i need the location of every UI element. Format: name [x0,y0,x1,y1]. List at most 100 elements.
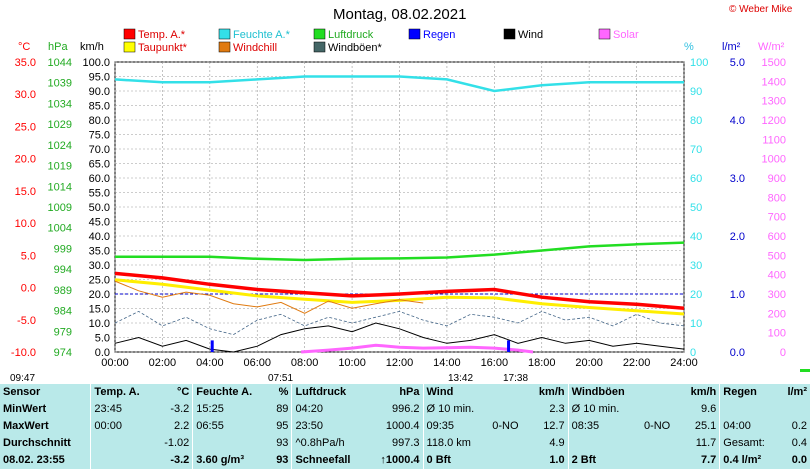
stats-cell: Gesamt: [719,435,779,452]
temp-tick-label: -5.0 [17,315,36,327]
stats-cell: 25.1 [694,420,717,432]
stats-cell: 997.3 [391,437,420,449]
stats-cell: 118.0 km [422,435,490,452]
header-rain-unit: l/m² [787,386,807,398]
series-line-tempa [114,271,685,310]
solar-tick-label: 900 [768,173,786,185]
series-line-windben [114,310,685,336]
stats-current-row: 08.02. 23:55 -3.2 3.60 g/m³ 93 Schneefall ↑10… [0,452,810,469]
humidity-tick-label: 60 [690,173,702,185]
pressure-tick-label: 1034 [48,98,72,110]
pressure-tick-label: 1019 [48,161,72,173]
stats-cell [489,401,528,418]
series-line-feuchtea [114,75,684,93]
stats-cell: 1000.4 [385,420,420,432]
x-tick-label: 10:00 [338,357,366,369]
stats-cell: 996.2 [391,403,420,415]
solar-tick-label: 800 [768,192,786,204]
wind-tick-label: 15.0 [89,304,110,316]
x-tick-label: 24:00 [670,357,698,369]
stats-cell: Durchschnitt [3,437,71,449]
wind-tick-label: 85.0 [89,101,110,113]
solar-tick-label: 200 [768,308,786,320]
temp-tick-label: 5.0 [21,250,36,262]
header-gusts: Windböen [567,384,641,401]
rain-tick-label: 4.0 [730,115,745,127]
rain-bar [210,340,214,352]
x-tick-label: 12:00 [386,357,414,369]
wind-tick-label: 100.0 [82,57,110,69]
stats-cell: ^0.8hPa/h [291,435,368,452]
header-humidity: Feuchte A. [192,384,270,401]
wind-tick-label: 45.0 [89,217,110,229]
stats-cell: MaxWert [3,420,49,432]
stats-cell: 09:35 [422,418,490,435]
stats-cell: 9.6 [700,403,717,415]
stats-cell [90,452,155,469]
pressure-tick-label: 1024 [48,140,72,152]
humidity-unit-label: % [684,41,694,53]
stats-cell: 1.0 [549,454,565,466]
stats-cell: 0.2 [791,420,807,432]
wind-tick-label: 65.0 [89,159,110,171]
stats-cell: 0-NO [492,420,519,432]
stats-cell: 11.7 [695,437,717,449]
stats-max-row: MaxWert 00:00 2.2 06:55 95 23:50 1000.4 09:35 0-… [0,418,810,435]
stats-avg-row: Durchschnitt -1.02 93 ^0.8hPa/h 997.3 118.0 k… [0,435,810,452]
x-tick-label: 06:00 [243,357,271,369]
stats-cell: 0 Bft [422,452,490,469]
stats-cell: 04:20 [291,401,368,418]
pressure-tick-label: 974 [54,347,72,359]
stats-cell [641,452,680,469]
legend-label: Taupunkt* [138,42,188,54]
stats-cell: 0.4 [791,437,807,449]
weather-chart: 00:00 02:00 04:00 06:00 08:00 10:00 12:00 14:00… [11,28,810,372]
stats-cell [90,435,155,452]
rain-tick-label: 1.0 [730,289,745,301]
copyright-link[interactable]: © Weber Mike [729,4,793,15]
legend-label: Windböen* [328,42,383,54]
stats-cell: 15:25 [192,401,270,418]
wind-tick-label: 35.0 [89,246,110,258]
legend-label: Wind [518,29,543,41]
stats-cell: 2 Bft [567,452,641,469]
stats-cell: -3.2 [170,454,190,466]
header-pressure-unit: hPa [399,386,420,398]
stats-cell [192,435,270,452]
legend-label: Solar [613,29,639,41]
stats-cell: 0.0 [791,454,807,466]
stats-cell [489,452,528,469]
humidity-tick-label: 90 [690,86,702,98]
solar-unit-label: W/m² [758,41,785,53]
series-line-solar [300,343,534,354]
temp-tick-label: 35.0 [15,57,36,69]
wind-tick-label: 10.0 [89,318,110,330]
x-tick-label: 04:00 [196,357,224,369]
stats-cell [641,435,680,452]
sunrise-time: 07:51 [268,373,294,384]
legend-swatch [503,28,516,40]
moonset-time: 13:42 [448,373,474,384]
legend-swatch [123,41,136,53]
wind-tick-label: 50.0 [89,202,110,214]
stats-header-row: Sensor Temp. A. °C Feuchte A. % Luftdruc… [0,384,810,401]
stats-cell: 89 [276,403,289,415]
pressure-tick-label: 984 [54,306,72,318]
header-rain: Regen [719,384,779,401]
pressure-indicator [800,369,810,372]
chart-title: Montag, 08.02.2021 [333,6,467,23]
header-wind: Wind [422,384,490,401]
wind-tick-label: 0.0 [95,347,110,359]
series-line-wind [114,322,685,353]
pressure-tick-label: 1004 [48,223,72,235]
x-tick-label: 22:00 [623,357,651,369]
stats-cell: 23:45 [90,401,155,418]
stats-cell: 4.9 [549,437,565,449]
wind-tick-label: 30.0 [89,260,110,272]
rain-tick-label: 0.0 [730,347,745,359]
solar-tick-label: 1000 [762,154,786,166]
solar-tick-label: 600 [768,231,786,243]
stats-cell: 04:00 [719,418,779,435]
stats-cell: 12.7 [543,420,565,432]
stats-cell [489,435,528,452]
